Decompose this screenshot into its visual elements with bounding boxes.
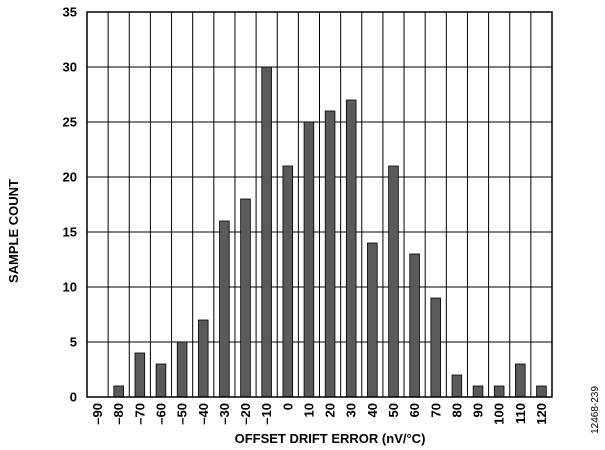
x-tick-label: 10 <box>301 403 316 417</box>
bar-9 <box>282 165 294 398</box>
x-tick-label: 20 <box>323 403 338 417</box>
bar-4 <box>176 341 188 398</box>
bar-8 <box>261 66 272 398</box>
x-tick-label: 30 <box>344 403 359 417</box>
x-tick-label: –20 <box>238 403 253 425</box>
y-tick-label: 0 <box>70 390 77 405</box>
x-tick-label: –70 <box>132 403 147 425</box>
y-tick-label: 35 <box>63 5 77 20</box>
bars-group <box>113 66 547 398</box>
bar-19 <box>493 385 505 398</box>
x-tick-label: –50 <box>175 403 190 425</box>
bar-3 <box>155 363 167 398</box>
bar-15 <box>409 253 420 398</box>
x-tick-label: 110 <box>513 403 528 424</box>
y-tick-label: 5 <box>70 335 77 350</box>
bar-20 <box>515 363 526 398</box>
y-tick-label: 25 <box>63 115 77 130</box>
bar-10 <box>303 121 315 398</box>
bar-7 <box>240 198 251 398</box>
bar-1 <box>113 385 124 398</box>
x-tick-label: –60 <box>153 403 168 425</box>
x-axis-label: OFFSET DRIFT ERROR (nV/°C) <box>235 431 426 446</box>
x-tick-label: 70 <box>428 403 443 417</box>
bar-21 <box>536 385 547 398</box>
x-tick-label: 50 <box>386 403 401 417</box>
x-tick-label: –40 <box>196 403 211 425</box>
y-tick-label: 30 <box>63 60 77 75</box>
y-axis-label: SAMPLE COUNT <box>6 179 21 283</box>
bar-5 <box>197 319 209 398</box>
bar-16 <box>430 297 442 398</box>
y-tick-label: 20 <box>63 170 77 185</box>
bar-12 <box>345 99 357 398</box>
bar-2 <box>134 352 146 398</box>
y-tick-labels: 0 5 10 15 20 25 30 35 <box>63 5 77 405</box>
y-tick-label: 10 <box>63 280 77 295</box>
x-tick-label: –90 <box>90 403 105 425</box>
x-tick-label: 100 <box>492 403 507 425</box>
x-tick-label: 60 <box>407 403 422 417</box>
x-tick-label: 40 <box>365 403 380 417</box>
x-tick-label: 120 <box>534 403 549 425</box>
x-tick-label: –30 <box>217 403 232 425</box>
x-tick-label: 80 <box>449 403 464 417</box>
x-tick-label: –80 <box>111 403 126 425</box>
x-tick-label: 0 <box>280 403 295 410</box>
bar-18 <box>472 385 484 398</box>
y-tick-label: 15 <box>63 225 77 240</box>
bar-6 <box>219 220 230 398</box>
bar-14 <box>388 165 399 398</box>
bar-17 <box>451 374 463 398</box>
bar-13 <box>367 242 378 398</box>
bar-11 <box>324 110 336 398</box>
x-tick-label: –10 <box>259 403 274 425</box>
x-tick-labels: –90 –80 –70 –60 –50 –40 –30 –20 –10 0 10 20 30 40 50 60… <box>90 403 549 425</box>
x-tick-label: 90 <box>471 403 486 417</box>
plot-frame <box>86 11 553 398</box>
grid-lines <box>87 12 552 397</box>
figure-id: 12468-239 <box>590 386 601 434</box>
